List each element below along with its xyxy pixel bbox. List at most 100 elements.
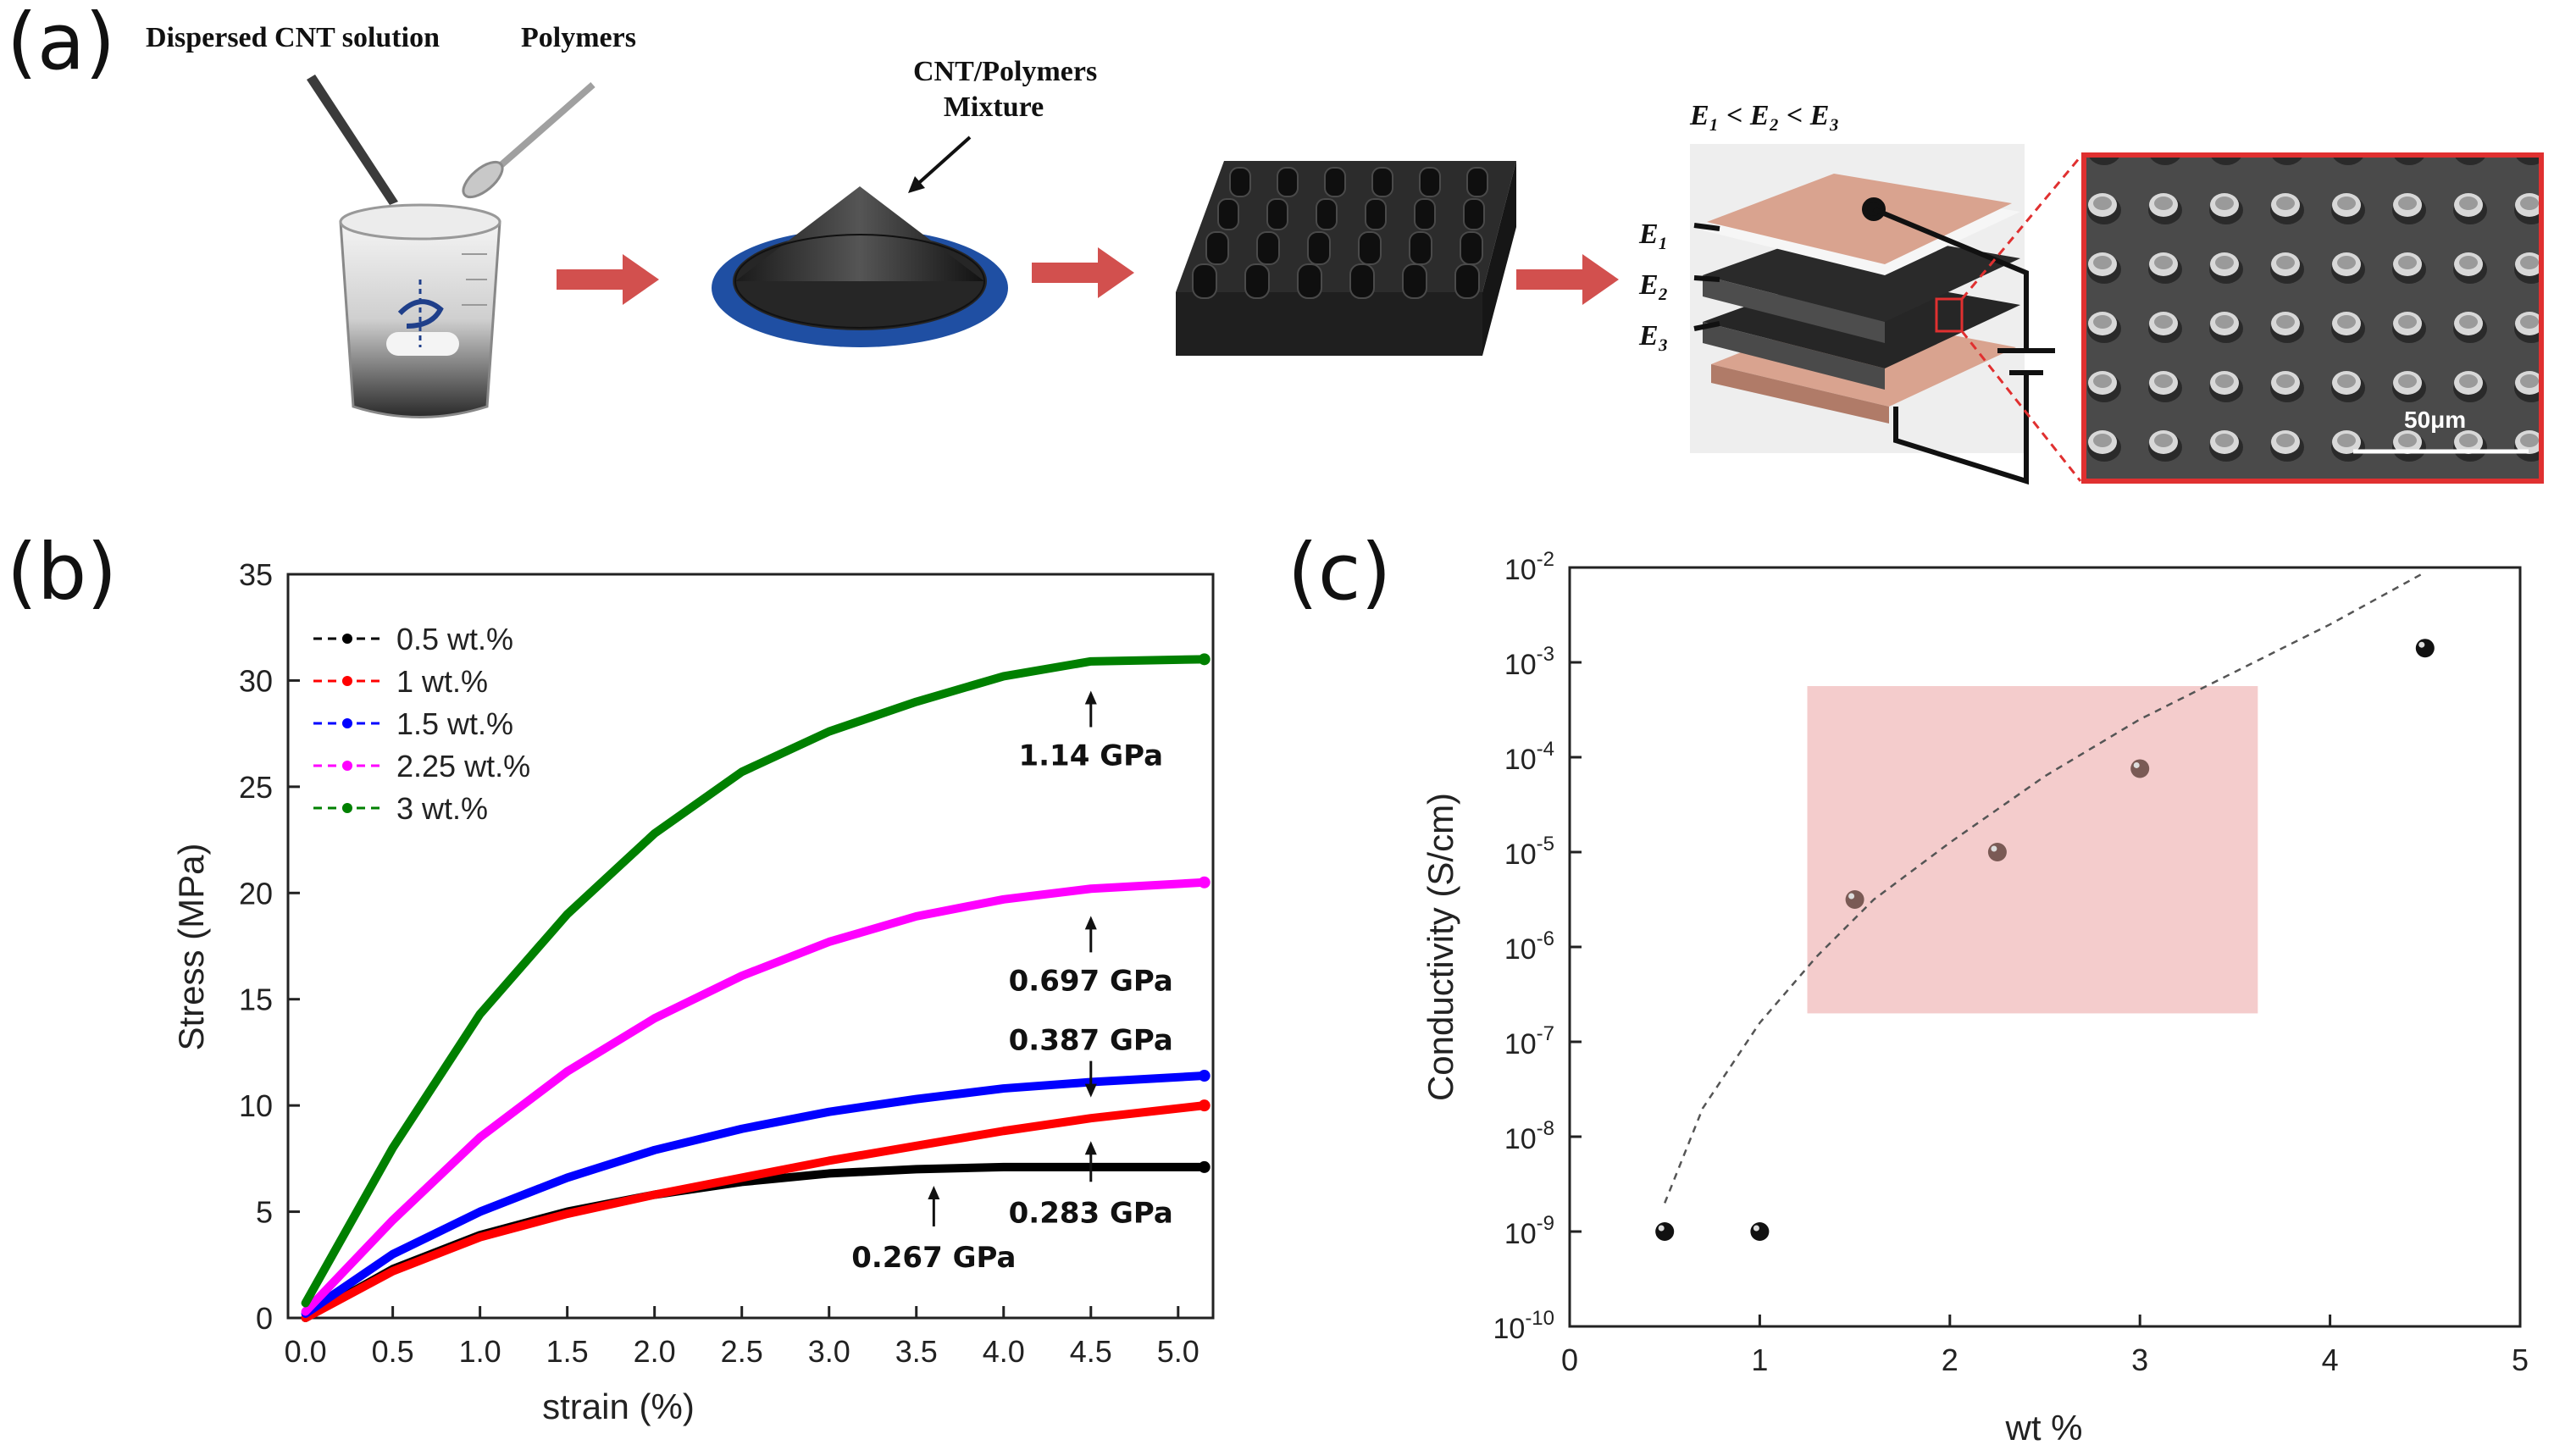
modulus-annotation: 0.283 GPa [1009,1196,1173,1230]
data-point [2130,759,2150,778]
layer-label-e1: E₁ [1639,219,1669,250]
y-tick-label-c: 10-7 [1504,1022,1554,1060]
zoom-region [1935,297,1964,333]
series-end-marker [1198,1070,1211,1082]
x-axis-label-c: wt % [2004,1408,2082,1448]
x-tick-label-c: 0 [1561,1343,1578,1377]
y-tick-label-c: 10-9 [1504,1212,1554,1250]
annotation-arrowhead [928,1185,940,1199]
x-tick-label-b: 0.5 [372,1334,414,1369]
legend-label: 3 wt.% [396,791,488,826]
x-tick-label-b: 0.0 [285,1334,327,1369]
y-tick-label-c: 10-3 [1504,643,1554,681]
schematic-figure: 50μm [307,75,2544,485]
layered-sensor-icon [1703,174,2020,424]
x-tick-label-b: 1.0 [459,1334,501,1369]
polymers-label: Polymers [521,22,636,53]
data-point [1750,1222,1770,1241]
data-point [1845,890,1864,909]
scale-bar-label: 50μm [2404,407,2466,433]
layer-label-e3: E₃ [1639,320,1669,352]
legend-marker [342,718,352,728]
y-tick-label-c: 10-5 [1504,833,1554,871]
data-point-marker [1845,890,1864,909]
modulus-annotation: 1.14 GPa [1018,739,1163,772]
plot-frame-b [286,573,1215,1320]
data-point-highlight [1658,1225,1665,1232]
sem-image [2081,152,2544,484]
highlight-region [1807,686,2258,1014]
x-tick-label-c: 3 [2131,1343,2148,1377]
conductivity-chart: 0 1 2 3 4 5 10-10 10-9 10-8 10-7 10-6 10-5 10-4 10-3 1… [1421,548,2529,1448]
annotation-arrowhead [1084,1083,1097,1098]
y-tick-label-b: 30 [239,663,273,698]
series-end-marker [1198,653,1211,666]
data-point [1987,843,2007,861]
panel-label-c: (c) [1288,527,1392,617]
legend-label: 0.5 wt.% [396,622,513,656]
x-tick-label-c: 4 [2322,1343,2339,1377]
data-point-highlight [1753,1225,1759,1232]
data-point-marker [1987,843,2007,861]
panel-label-b: (b) [7,527,118,617]
modulus-annotation: 0.267 GPa [851,1241,1016,1275]
circuit-wire [1693,197,2055,485]
legend-marker [342,761,352,771]
legend-label: 1 wt.% [396,664,488,699]
y-tick-label-c: 10-8 [1504,1117,1554,1155]
y-tick-label-b: 5 [256,1195,273,1230]
y-tick-label-c: 10-6 [1504,927,1554,966]
y-tick-label-c: 10-2 [1504,548,1554,586]
legend-label: 1.5 wt.% [396,706,513,741]
data-point-highlight [2418,641,2425,648]
x-tick-label-c: 5 [2512,1343,2529,1377]
mixture-pointer [911,136,972,190]
y-tick-label-c: 10-10 [1493,1307,1554,1345]
x-tick-label-b: 1.5 [546,1334,589,1369]
pipette-icon [307,75,398,205]
panel-label-a: (a) [7,0,116,87]
legend-marker [342,803,352,813]
process-arrow-icon [557,247,1619,305]
series-line-3wt [301,655,1209,1308]
modulus-annotation: 0.387 GPa [1009,1024,1173,1058]
legend-label: 2.25 wt.% [396,749,530,783]
y-tick-label-b: 25 [239,770,273,805]
series-line-15wt [301,1071,1209,1318]
data-point-marker [1750,1222,1770,1241]
stress-strain-chart: 0.0 0.5 1.0 1.5 2.0 2.5 3.0 3.5 4.0 4.5 5.0 0 5 10 15 2… [171,557,1215,1426]
data-point-highlight [1848,893,1855,900]
series-line-225wt [301,877,1209,1316]
mixture-label-2: Mixture [943,91,1044,123]
y-tick-label-b: 35 [239,557,273,592]
series-end-marker [1198,1160,1211,1173]
annotation-arrowhead [1084,690,1097,705]
x-tick-label-b: 3.5 [895,1334,938,1369]
series-end-marker [1198,876,1211,889]
x-tick-label-b: 4.0 [983,1334,1025,1369]
beaker-icon [339,203,501,418]
x-tick-label-b: 3.0 [808,1334,850,1369]
data-point-marker [1655,1222,1675,1241]
y-tick-label-b: 10 [239,1088,273,1123]
data-point-highlight [2133,761,2140,768]
x-tick-label-b: 5.0 [1157,1334,1199,1369]
mixture-dish-icon [712,186,1008,347]
pillar-array [1192,167,1488,299]
legend-marker [342,676,352,686]
annotation-arrowhead [1084,1141,1097,1155]
annotation-arrowhead [1084,916,1097,930]
layer-label-e2: E₂ [1639,269,1669,301]
data-point-highlight [1991,845,1997,852]
x-axis-label-b: strain (%) [542,1387,695,1426]
data-point-marker [2415,639,2435,658]
mixture-label-1: CNT/Polymers [913,56,1098,87]
spatula-icon [462,81,596,199]
series-end-marker [1198,1099,1211,1112]
x-tick-label-c: 2 [1942,1343,1958,1377]
dispersed-cnt-label: Dispersed CNT solution [146,22,440,53]
y-tick-label-b: 0 [256,1301,273,1336]
x-tick-label-b: 2.5 [721,1334,763,1369]
data-point [2415,639,2435,658]
y-axis-label-b: Stress (MPa) [171,843,211,1050]
